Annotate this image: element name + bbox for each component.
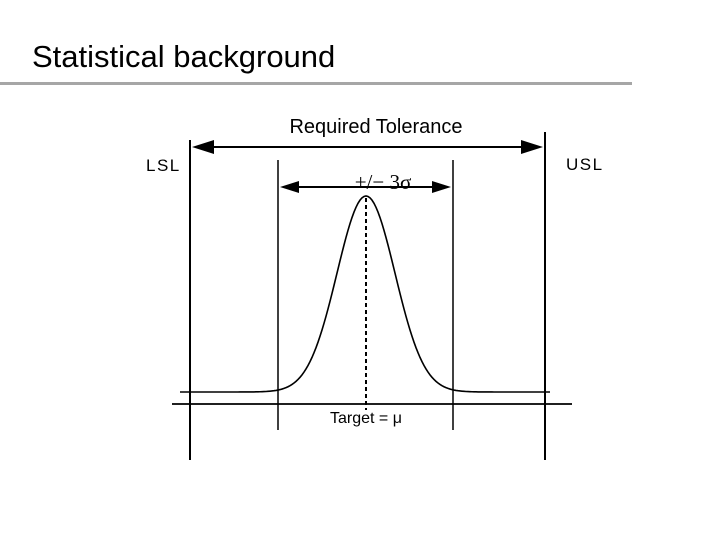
required-tolerance-arrow bbox=[192, 140, 543, 154]
title-divider bbox=[0, 82, 632, 85]
sigma-band-arrow bbox=[280, 181, 451, 193]
slide-title: Statistical background bbox=[32, 39, 336, 74]
required-tolerance-label: Required Tolerance bbox=[289, 116, 462, 138]
normal-distribution-curve bbox=[180, 195, 550, 393]
lsl-label: LSL bbox=[146, 156, 181, 175]
sigma-band-label: +/− 3σ bbox=[355, 170, 412, 194]
target-label: Target = μ bbox=[330, 410, 402, 427]
usl-label: USL bbox=[566, 155, 604, 174]
